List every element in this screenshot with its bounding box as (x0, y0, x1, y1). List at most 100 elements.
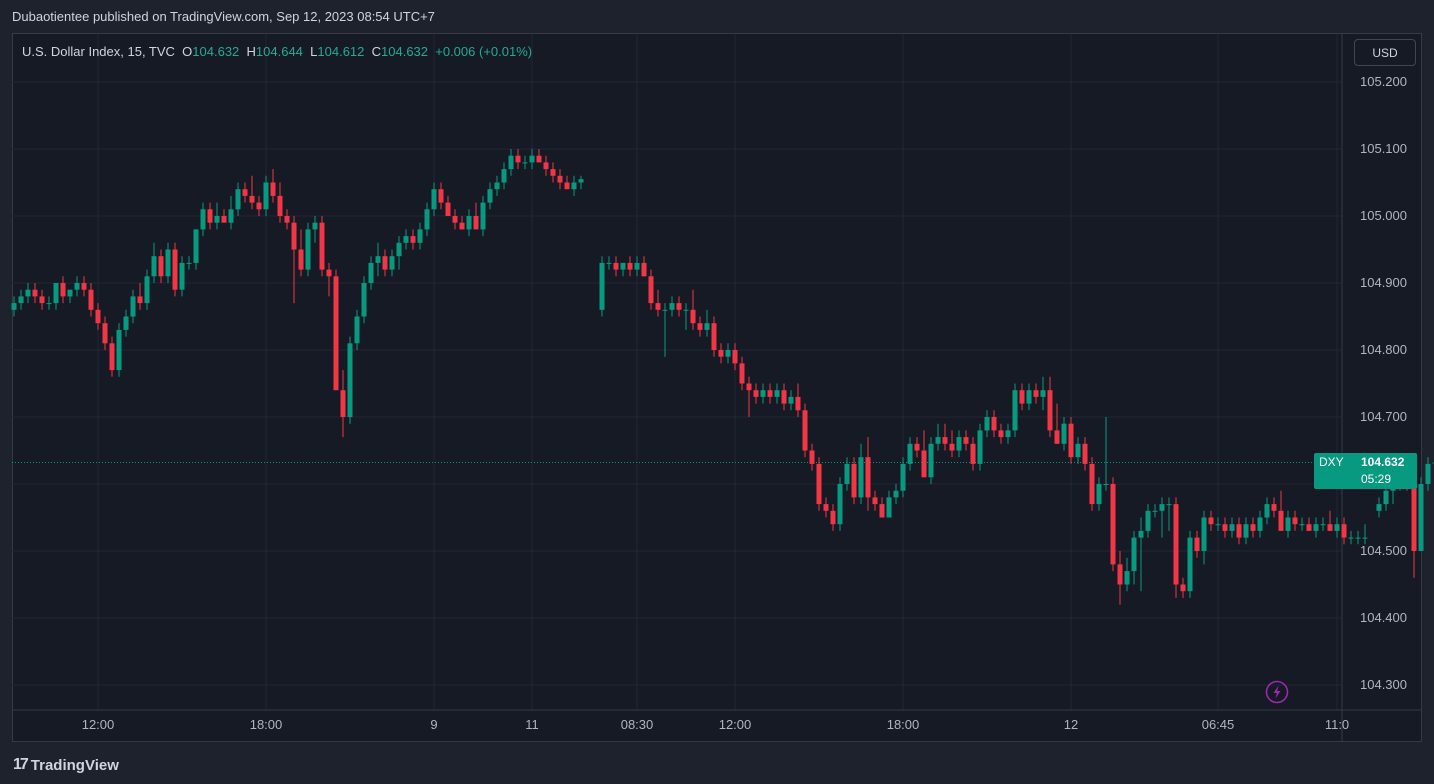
candle (312, 216, 318, 243)
candle-body (1320, 524, 1326, 526)
candle (291, 216, 297, 304)
candle (669, 296, 675, 317)
candle-body (739, 363, 745, 384)
candle-body (137, 296, 143, 304)
candle (949, 430, 955, 458)
candle-body (1327, 524, 1333, 531)
candle (424, 202, 430, 237)
candle-body (1033, 390, 1039, 397)
candle-body (1103, 484, 1109, 485)
candle-body (613, 262, 619, 270)
candle-body (18, 296, 24, 304)
candle (571, 175, 577, 196)
close-label: C (371, 44, 382, 59)
candle-body (53, 283, 59, 304)
y-tick-label: 104.900 (1360, 275, 1407, 290)
candle-body (368, 262, 374, 283)
candle (88, 283, 94, 317)
candle-body (1425, 463, 1431, 484)
candle (1264, 497, 1270, 525)
candle-body (522, 162, 528, 164)
candle-body (130, 296, 136, 317)
candle (1243, 517, 1249, 545)
candle (1068, 417, 1074, 464)
candle-body (1089, 463, 1095, 505)
tradingview-logo[interactable]: 17 TradingView (13, 756, 119, 774)
candle-body (347, 343, 353, 417)
candle (830, 504, 836, 531)
candle-body (1208, 517, 1214, 525)
candle (543, 155, 549, 176)
candle (1082, 437, 1088, 471)
candle-body (263, 182, 269, 210)
candle (1201, 510, 1207, 565)
candle (53, 283, 59, 310)
candle (263, 175, 269, 216)
brand-name: TradingView (30, 756, 119, 774)
close-value: 104.632 (381, 44, 429, 59)
candle (347, 336, 353, 424)
candle (921, 430, 927, 478)
candle (1257, 510, 1263, 538)
candle (396, 236, 402, 270)
lightning-bolt-icon[interactable] (1265, 680, 1289, 704)
candle (753, 383, 759, 404)
candle-body (956, 437, 962, 451)
candle (1208, 510, 1214, 531)
candle (746, 376, 752, 417)
candle (1019, 383, 1025, 411)
candle (627, 256, 633, 277)
candle-body (928, 443, 934, 478)
candle-body (851, 463, 857, 498)
chart-frame[interactable] (12, 33, 1422, 742)
candle-body (1292, 517, 1298, 525)
candle-body (935, 437, 941, 444)
candle-body (1173, 504, 1179, 585)
candle-body (158, 256, 164, 277)
candle-body (795, 396, 801, 411)
candle (123, 309, 129, 337)
candle-body (333, 276, 339, 391)
candle (781, 383, 787, 411)
symbol-title: U.S. Dollar Index, 15, TVC (22, 44, 175, 59)
candle (1313, 517, 1319, 538)
candle (977, 423, 983, 471)
candle-body (732, 350, 738, 364)
candle-body (564, 182, 570, 190)
price-tag-price: 104.632 (1361, 455, 1405, 469)
candle (1061, 417, 1067, 451)
candle (151, 242, 157, 283)
publisher-caption: Dubaotientee published on TradingView.co… (12, 9, 435, 24)
candle-body (704, 323, 710, 330)
x-tick-label: 9 (430, 717, 437, 732)
candle (928, 437, 934, 484)
grid-lines (12, 34, 1422, 742)
candle (46, 296, 52, 310)
candle (1005, 423, 1011, 444)
candle-body (1152, 510, 1158, 512)
candle-body (529, 155, 535, 163)
candle-body (326, 269, 332, 277)
candle-body (991, 417, 997, 431)
candle-body (88, 289, 94, 310)
candle (900, 457, 906, 498)
candle-body (809, 450, 815, 464)
candle-body (1418, 484, 1424, 551)
candle (95, 303, 101, 330)
last-price-tag: DXY 104.632 05:29 (1314, 453, 1417, 489)
candle-body (382, 256, 388, 270)
candle (1222, 517, 1228, 538)
candle (1320, 517, 1326, 531)
candle (221, 209, 227, 223)
candle-body (1068, 423, 1074, 458)
candle-body (1096, 484, 1102, 505)
candle (1145, 504, 1151, 538)
candle (606, 256, 612, 270)
currency-button[interactable]: USD (1354, 39, 1416, 66)
candle-body (249, 195, 255, 203)
candle (886, 490, 892, 518)
candle (529, 149, 535, 170)
candle (1026, 383, 1032, 411)
candle-body (389, 256, 395, 270)
